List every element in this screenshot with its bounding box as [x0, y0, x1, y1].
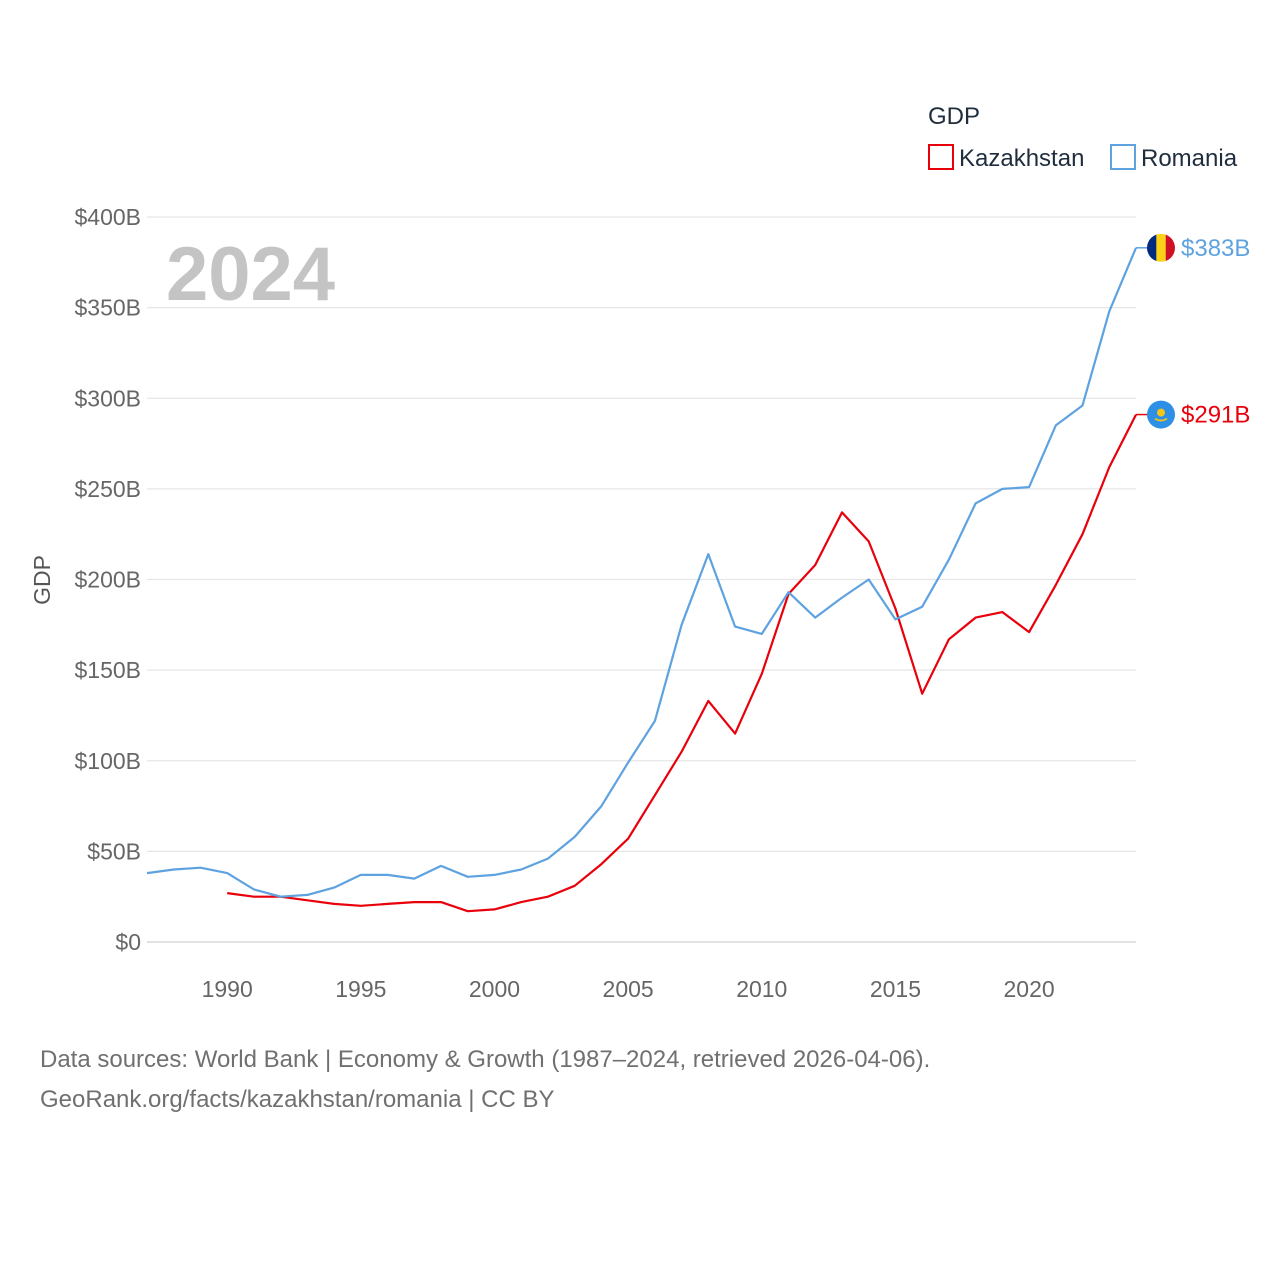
gridlines [147, 216, 1136, 943]
series-line-kazakhstan [227, 414, 1137, 913]
y-tick-label: $100B [74, 748, 141, 774]
series-lines [146, 247, 1138, 913]
romania-flag-icon [1147, 233, 1175, 262]
end-value-label-kazakhstan: $291B [1181, 402, 1250, 429]
y-axis-ticks: $0 $50B $100B $150B $200B $250B $300B $350B $400… [74, 204, 141, 955]
x-tick-label: 2000 [469, 976, 520, 1002]
y-tick-label: $50B [87, 838, 141, 864]
kazakhstan-flag-icon [1147, 400, 1175, 429]
x-axis-ticks: 1990 1995 2000 2005 2010 2015 2020 [202, 976, 1055, 1002]
data-sources-text: Data sources: World Bank | Economy & Gro… [40, 1046, 931, 1073]
y-tick-label: $150B [74, 657, 141, 683]
y-tick-label: $300B [74, 385, 141, 411]
x-tick-label: 2005 [603, 976, 654, 1002]
x-tick-label: 1990 [202, 976, 253, 1002]
y-tick-label: $250B [74, 476, 141, 502]
y-tick-label: $400B [74, 204, 141, 230]
x-tick-label: 1995 [335, 976, 386, 1002]
footer: Data sources: World Bank | Economy & Gro… [40, 1040, 1240, 1120]
y-axis-label: GDP [29, 555, 55, 605]
legend-title: GDP [928, 103, 980, 130]
legend-swatch-romania [1110, 144, 1136, 170]
series-line-romania [146, 247, 1138, 898]
y-tick-label: $200B [74, 567, 141, 593]
end-value-label-romania: $383B [1181, 235, 1250, 262]
source-url-text: GeoRank.org/facts/kazakhstan/romania | C… [40, 1086, 555, 1113]
gdp-line-chart: $0 $50B $100B $150B $200B $250B $300B $350B $400… [29, 103, 1250, 1002]
legend-label-kazakhstan: Kazakhstan [959, 145, 1084, 172]
year-watermark: 2024 [166, 232, 335, 317]
x-tick-label: 2010 [736, 976, 787, 1002]
end-markers: $291B $383B [1136, 233, 1250, 429]
y-tick-label: $350B [74, 295, 141, 321]
legend-label-romania: Romania [1141, 145, 1238, 172]
y-tick-label: $0 [115, 929, 141, 955]
legend-swatch-kazakhstan [928, 144, 954, 170]
x-tick-label: 2015 [870, 976, 921, 1002]
x-tick-label: 2020 [1003, 976, 1054, 1002]
legend: GDP Kazakhstan Romania [928, 103, 1238, 172]
